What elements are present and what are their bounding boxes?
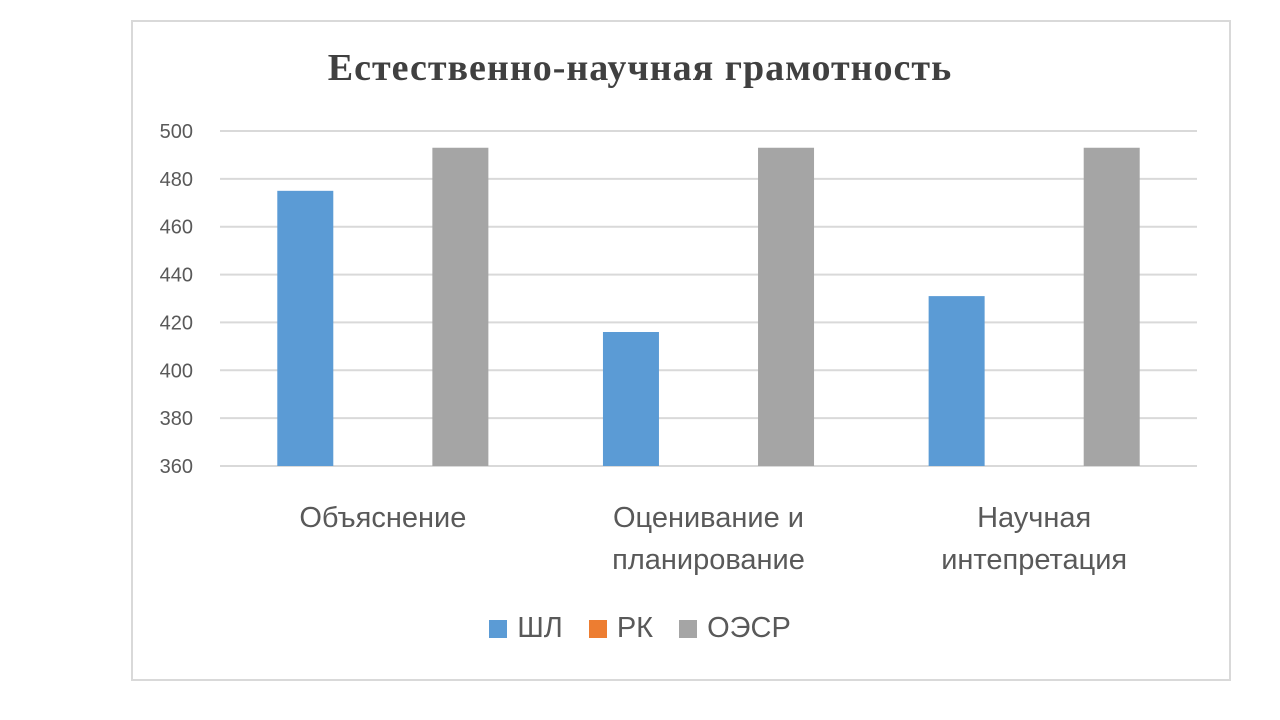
legend-item: ОЭСР: [679, 612, 791, 645]
legend: ШЛ РК ОЭСР: [0, 612, 1280, 645]
bar-ОЭСР-1: [758, 147, 815, 466]
x-category-label: Оценивание и: [613, 502, 804, 534]
x-category-label: Научная: [977, 502, 1091, 534]
y-tick-label: 400: [160, 360, 193, 382]
legend-item: РК: [588, 612, 654, 645]
y-tick-label: 420: [160, 312, 193, 334]
bar-ОЭСР-0: [432, 147, 489, 466]
legend-label: ОЭСР: [707, 612, 791, 644]
y-tick-label: 480: [160, 169, 193, 191]
legend-swatch: [679, 619, 698, 638]
chart-title: Естественно-научная грамотность: [327, 47, 953, 89]
legend-swatch: [588, 619, 607, 638]
x-category-label: интепретация: [941, 544, 1127, 576]
y-tick-label: 460: [160, 217, 193, 239]
legend-swatch: [489, 619, 508, 638]
x-axis-categories: Объяснение Оценивание и планирование Научна…: [299, 502, 1127, 576]
gridlines: [220, 130, 1197, 467]
y-tick-label: 440: [160, 265, 193, 287]
bars: [277, 147, 1140, 467]
legend-label: РК: [616, 612, 654, 644]
bar-ШЛ-2: [928, 296, 985, 466]
y-tick-label: 380: [160, 408, 193, 430]
x-category-label: Объяснение: [299, 502, 466, 534]
bar-ОЭСР-2: [1083, 147, 1140, 466]
y-axis-ticks: 360 380 400 420 440 460 480 500: [160, 121, 193, 478]
bar-ШЛ-1: [602, 332, 659, 466]
legend-label: ШЛ: [517, 612, 563, 644]
x-category-label: планирование: [612, 544, 805, 576]
bar-ШЛ-0: [277, 190, 334, 467]
y-tick-label: 500: [160, 121, 193, 143]
y-tick-label: 360: [160, 456, 193, 478]
legend-item: ШЛ: [489, 612, 563, 645]
